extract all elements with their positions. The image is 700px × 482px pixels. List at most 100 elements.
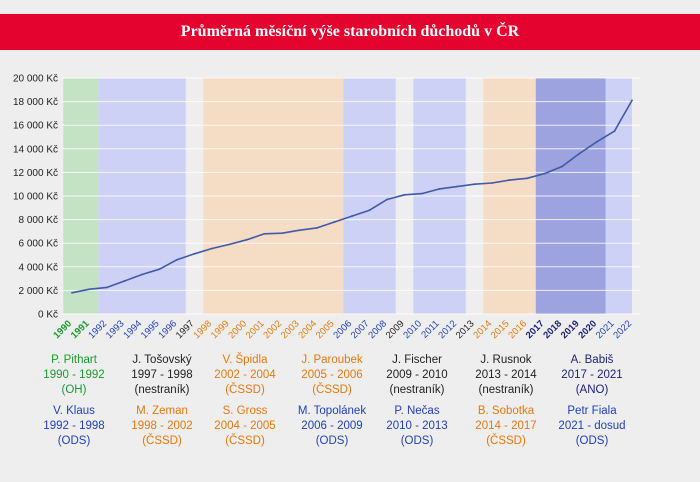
pm-term: 1990 - 1992 bbox=[43, 369, 105, 381]
x-tick-label: 2009 bbox=[384, 318, 407, 341]
y-tick-label: 8 000 Kč bbox=[19, 215, 58, 226]
pm-name: P. Pithart bbox=[51, 354, 97, 366]
data-point bbox=[123, 280, 126, 282]
x-tick-label: 2004 bbox=[296, 318, 319, 341]
pm-name: M. Topolánek bbox=[297, 405, 367, 417]
x-tick-label: 1998 bbox=[191, 318, 214, 341]
pm-name: S. Gross bbox=[222, 405, 268, 417]
pm-term: 2002 - 2004 bbox=[214, 369, 276, 381]
x-tick-label: 2005 bbox=[314, 318, 337, 341]
pm-term: 2017 - 2021 bbox=[561, 369, 623, 381]
x-axis-ticks: 1990199119921993199419951996199719981999… bbox=[51, 318, 634, 341]
x-tick-label: 2019 bbox=[559, 318, 582, 341]
row1-pm-4: J. Fischer 2009 - 2010 (nestraník) bbox=[362, 353, 472, 398]
data-point bbox=[578, 152, 581, 155]
x-tick-label: 2022 bbox=[611, 318, 634, 341]
pm-name: J. Paroubek bbox=[301, 354, 363, 366]
y-axis-ticks: 0 Kč 2 000 Kč 4 000 Kč 6 000 Kč 8 000 Kč 10 0… bbox=[13, 74, 58, 321]
pm-term: 2014 - 2017 bbox=[475, 420, 537, 432]
x-tick-label: 2020 bbox=[576, 318, 599, 341]
data-point bbox=[421, 192, 423, 195]
data-point bbox=[228, 243, 231, 246]
x-tick-label: 2021 bbox=[594, 318, 617, 341]
x-tick-label: 1996 bbox=[156, 318, 179, 341]
pm-name: J. Fischer bbox=[392, 354, 442, 366]
data-point bbox=[403, 193, 406, 196]
gridlines bbox=[62, 77, 640, 315]
pm-name: J. Rusnok bbox=[480, 354, 532, 366]
data-point bbox=[543, 172, 546, 175]
data-point bbox=[71, 291, 73, 294]
x-tick-label: 1993 bbox=[104, 318, 127, 341]
pm-party: (ODS) bbox=[575, 435, 609, 447]
x-tick-label: 2006 bbox=[331, 318, 354, 341]
pm-party: (ODS) bbox=[400, 435, 434, 447]
pm-term: 2005 - 2006 bbox=[301, 369, 363, 381]
pm-term: 2010 - 2013 bbox=[386, 420, 448, 432]
pm-party: (ČSSD) bbox=[142, 435, 182, 447]
row2-pm-5: B. Sobotka 2014 - 2017 (ČSSD) bbox=[451, 404, 561, 449]
x-tick-label: 2011 bbox=[419, 318, 441, 340]
row1-pm-2: V. Špidla 2002 - 2004 (ČSSD) bbox=[190, 353, 300, 398]
x-tick-label: 2003 bbox=[279, 318, 302, 341]
y-tick-label: 20 000 Kč bbox=[13, 74, 58, 85]
x-tick-label: 2010 bbox=[401, 318, 424, 341]
y-tick-label: 18 000 Kč bbox=[13, 97, 58, 108]
data-point bbox=[88, 288, 91, 291]
x-tick-label: 1991 bbox=[69, 318, 92, 341]
y-tick-label: 6 000 Kč bbox=[19, 239, 58, 250]
pm-party: (nestraník) bbox=[389, 384, 445, 396]
pm-name: Petr Fiala bbox=[567, 405, 617, 417]
pm-party: (ODS) bbox=[315, 435, 349, 447]
data-point bbox=[281, 232, 283, 235]
pm-party: (nestraník) bbox=[478, 384, 534, 396]
data-point bbox=[368, 209, 371, 212]
y-tick-label: 0 Kč bbox=[38, 310, 58, 321]
row2-pm-0: V. Klaus 1992 - 1998 (ODS) bbox=[19, 404, 129, 449]
pm-name: P. Nečas bbox=[394, 405, 440, 417]
row1-pm-1: J. Tošovský 1997 - 1998 (nestraník) bbox=[107, 353, 217, 398]
pm-party: (ČSSD) bbox=[312, 384, 352, 396]
pm-name: B. Sobotka bbox=[477, 405, 535, 417]
pm-term: 1997 - 1998 bbox=[131, 369, 193, 381]
x-tick-label: 1990 bbox=[51, 318, 74, 341]
data-point bbox=[158, 268, 161, 271]
pm-name: M. Zeman bbox=[136, 405, 188, 417]
x-tick-label: 2000 bbox=[226, 318, 249, 341]
data-point bbox=[596, 140, 598, 143]
pm-term: 2004 - 2005 bbox=[214, 420, 276, 432]
data-point bbox=[298, 229, 301, 232]
data-point bbox=[526, 177, 528, 180]
pension-series bbox=[71, 99, 633, 294]
y-tick-label: 10 000 Kč bbox=[13, 192, 58, 203]
data-point bbox=[491, 182, 493, 184]
x-tick-label: 2014 bbox=[471, 318, 494, 341]
x-tick-label: 2007 bbox=[349, 318, 372, 341]
x-tick-label: 1997 bbox=[174, 318, 197, 341]
x-tick-label: 2013 bbox=[454, 318, 477, 341]
y-tick-label: 12 000 Kč bbox=[13, 168, 58, 179]
y-tick-label: 4 000 Kč bbox=[19, 262, 58, 273]
data-point bbox=[211, 247, 213, 250]
pm-party: (ČSSD) bbox=[486, 435, 526, 447]
pm-party: (ČSSD) bbox=[225, 435, 265, 447]
row1-pm-0: P. Pithart 1990 - 1992 (OH) bbox=[19, 353, 129, 398]
chart-title: Průměrná měsíční výše starobních důchodů… bbox=[0, 14, 700, 50]
x-tick-label: 2001 bbox=[244, 318, 267, 341]
x-tick-label: 2017 bbox=[524, 318, 547, 341]
x-tick-label: 2016 bbox=[506, 318, 529, 341]
y-tick-label: 2 000 Kč bbox=[19, 286, 58, 297]
pm-party: (nestraník) bbox=[134, 384, 190, 396]
data-point bbox=[508, 179, 511, 181]
pm-term: 2009 - 2010 bbox=[386, 369, 448, 381]
data-point bbox=[193, 252, 196, 255]
pm-term: 2006 - 2009 bbox=[301, 420, 363, 432]
data-point bbox=[333, 221, 336, 223]
pm-party: (ČSSD) bbox=[225, 384, 265, 396]
pm-term: 1998 - 2002 bbox=[131, 420, 193, 432]
data-point bbox=[438, 188, 441, 190]
pm-term: 2021 - dosud bbox=[558, 420, 626, 432]
row2-pm-3: M. Topolánek 2006 - 2009 (ODS) bbox=[277, 404, 387, 449]
row2-pm-2: S. Gross 2004 - 2005 (ČSSD) bbox=[190, 404, 300, 449]
